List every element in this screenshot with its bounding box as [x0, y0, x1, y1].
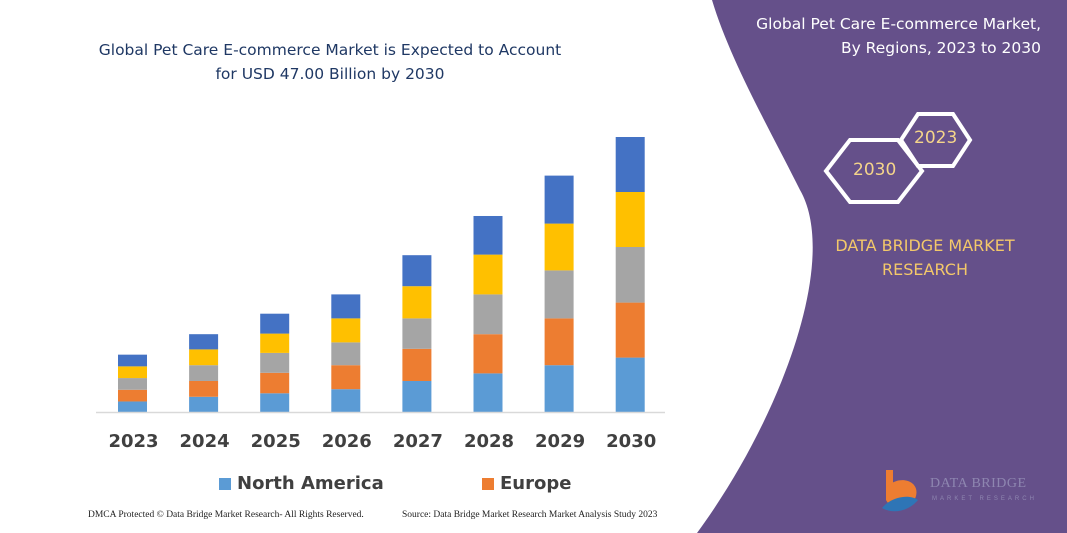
bar-segment-2023-north-america [118, 401, 147, 412]
bar-segment-2026-series-5 [331, 294, 361, 319]
bar-segment-2025-series-3 [260, 352, 290, 373]
bar-segment-2030-europe [615, 302, 645, 358]
legend-swatch [482, 477, 494, 490]
panel-title-line1: Global Pet Care E-commerce Market, [756, 15, 1041, 33]
bar-segment-2026-europe [331, 365, 361, 390]
x-tick-label: 2030 [606, 431, 656, 452]
x-tick-label: 2026 [322, 431, 372, 452]
bar-segment-2027-series-5 [402, 255, 432, 287]
bar-segment-2024-series-4 [189, 349, 219, 366]
bar-segment-2029-north-america [544, 365, 574, 412]
bar-segment-2026-north-america [331, 389, 361, 412]
stacked-bar-chart: 2023 2024 2025 2026 2027 2028 2029 2030 [96, 137, 665, 452]
logo-text: DATA BRIDGE [930, 476, 1027, 491]
bar-segment-2029-europe [544, 318, 574, 366]
bar-segment-2024-north-america [189, 396, 219, 412]
brand-line2: RESEARCH [882, 260, 968, 279]
bar-segment-2023-series-3 [118, 378, 147, 390]
legend-swatch [219, 477, 231, 490]
bar-segment-2023-europe [118, 389, 147, 402]
legend-item-north-america: North America [219, 473, 384, 494]
bar-segment-2027-north-america [402, 380, 432, 412]
bar-segment-2030-series-5 [615, 137, 645, 192]
bar-segment-2026-series-3 [331, 342, 361, 366]
bar-segment-2027-series-3 [402, 318, 432, 349]
bar-segment-2030-series-4 [615, 192, 645, 247]
x-tick-label: 2027 [393, 431, 443, 452]
hexagon-2030 [823, 138, 925, 204]
logo-subtext: MARKET RESEARCH [932, 496, 1037, 502]
hex-label-2023: 2023 [914, 128, 958, 148]
bar-segment-2025-series-4 [260, 333, 290, 353]
bar-segment-2024-europe [189, 380, 219, 397]
x-tick-label: 2023 [108, 431, 158, 452]
bar-segment-2025-north-america [260, 393, 290, 412]
brand-line1: DATA BRIDGE MARKET [835, 236, 1015, 255]
bar-segment-2029-series-3 [544, 270, 574, 319]
bar-segment-2030-north-america [615, 357, 645, 412]
bar-segment-2026-series-4 [331, 318, 361, 343]
hex-label-2030: 2030 [853, 160, 897, 180]
bar-segment-2029-series-5 [544, 175, 574, 224]
data-bridge-logo-icon [882, 470, 918, 512]
purple-panel [697, 0, 1067, 533]
bar-segment-2028-north-america [473, 373, 503, 412]
copyright-note: DMCA Protected © Data Bridge Market Rese… [88, 510, 364, 520]
bar-segment-2029-series-4 [544, 223, 574, 271]
bar-segment-2027-series-4 [402, 286, 432, 319]
chart-title: Global Pet Care E-commerce Market is Exp… [98, 41, 562, 83]
legend-item-europe: Europe [482, 473, 571, 494]
bar-segment-2023-series-4 [118, 366, 147, 379]
panel-title-line2: By Regions, 2023 to 2030 [840, 39, 1041, 57]
brand-text: DATA BRIDGE MARKET RESEARCH [820, 234, 1030, 282]
x-tick-label: 2028 [464, 431, 514, 452]
bar-segment-2024-series-5 [189, 334, 219, 350]
x-tick-label: 2024 [180, 431, 230, 452]
bar-segment-2028-series-4 [473, 254, 503, 295]
legend-label: Europe [500, 473, 572, 494]
bar-segment-2027-europe [402, 348, 432, 381]
bar-segment-2030-series-3 [615, 247, 645, 303]
bar-segment-2023-series-5 [118, 354, 147, 367]
x-tick-label: 2025 [251, 431, 301, 452]
hexagon-2023 [898, 112, 973, 168]
legend-label: North America [237, 473, 384, 494]
bar-segment-2028-series-5 [473, 215, 503, 255]
panel-title: Global Pet Care E-commerce Market, By Re… [756, 12, 1041, 60]
bar-segment-2025-series-5 [260, 313, 290, 334]
bar-segment-2024-series-3 [189, 365, 219, 381]
x-tick-label: 2029 [535, 431, 585, 452]
bar-segment-2028-europe [473, 334, 503, 374]
bar-segment-2025-europe [260, 372, 290, 394]
source-note: Source: Data Bridge Market Research Mark… [402, 510, 658, 520]
bar-segment-2028-series-3 [473, 294, 503, 335]
